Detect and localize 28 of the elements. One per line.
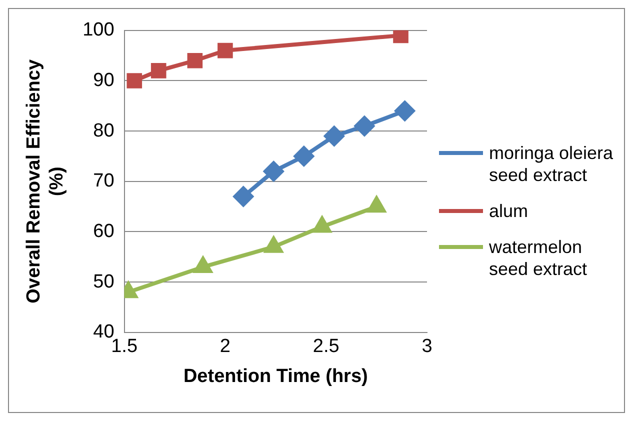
point [313,216,331,233]
point [264,161,284,182]
y-tick-label: 80 [93,120,114,142]
x-tick-label: 2.5 [312,336,340,358]
y-tick-label: 60 [93,220,114,242]
y-tick-label: 50 [93,271,114,292]
point [264,236,283,253]
point [233,186,254,206]
y-axis-title: Overall Removal Efficiency (%) [24,58,68,304]
point [150,63,166,78]
point [394,100,415,121]
y-tick-label: 90 [93,70,114,91]
legend-label: alum [489,200,528,222]
point [194,256,212,273]
point [218,42,233,58]
point [354,116,374,136]
point [368,196,386,213]
legend-label: moringa oleiera seed extract [489,142,614,186]
x-tick-label: 3 [422,336,432,358]
x-axis-title: Detention Time (hrs) [183,366,368,387]
y-tick-label: 100 [82,20,114,41]
x-tick-label: 2 [220,336,230,358]
legend-label: watermelon seed extract [489,236,588,280]
y-tick-label: 70 [93,170,114,192]
point [126,73,142,88]
point [324,126,344,146]
point [187,52,203,68]
point [294,146,314,166]
